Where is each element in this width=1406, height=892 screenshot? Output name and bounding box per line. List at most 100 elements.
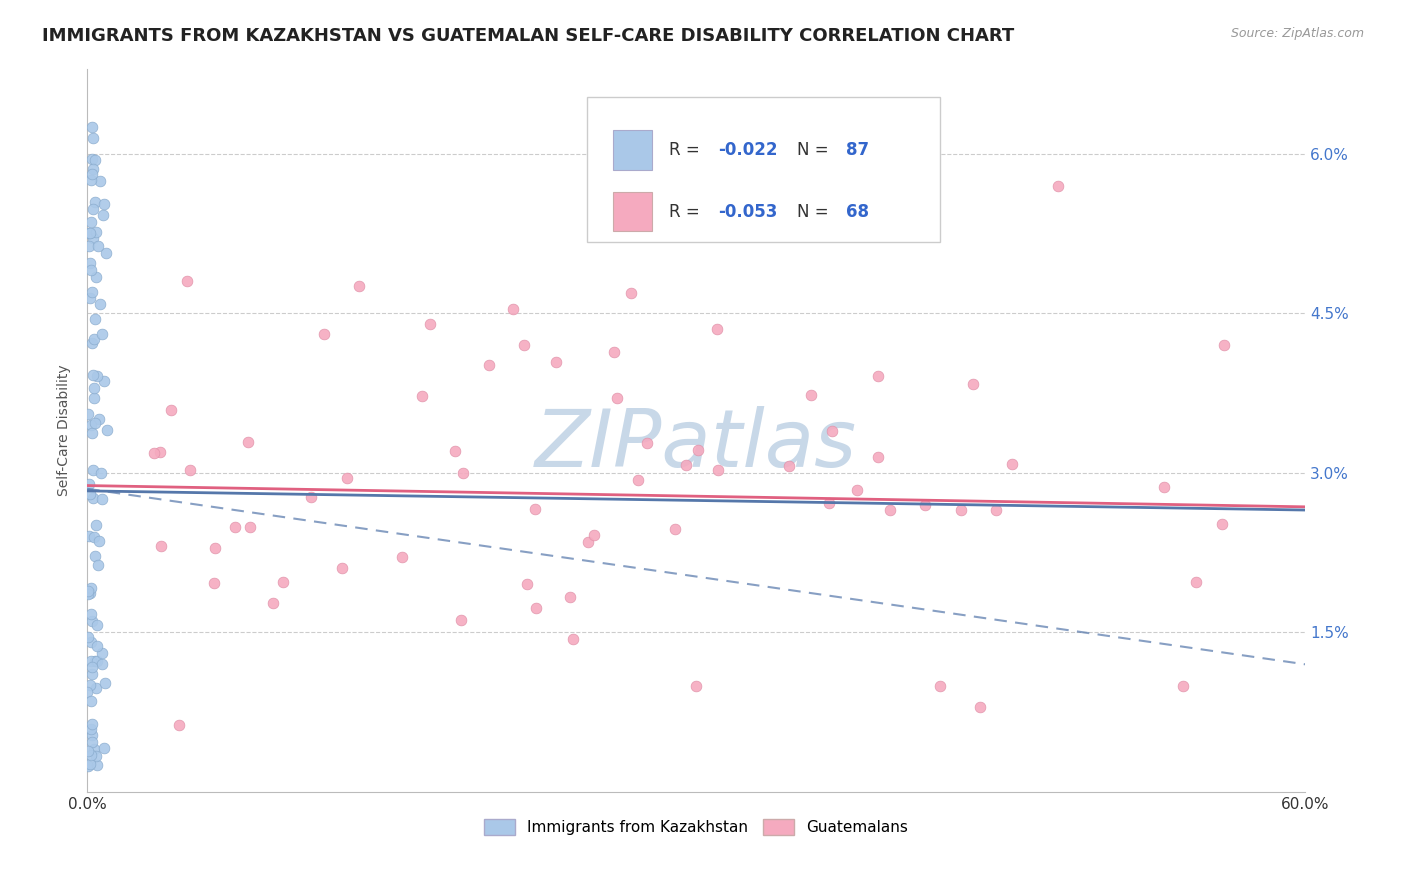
Point <box>224 520 246 534</box>
Point <box>419 317 441 331</box>
Point <box>879 503 901 517</box>
Point <box>91 646 114 660</box>
Text: -0.022: -0.022 <box>718 141 778 159</box>
Point <box>80 417 103 432</box>
Point <box>868 450 890 464</box>
Point <box>821 425 844 439</box>
Point <box>582 527 605 541</box>
Point <box>1173 679 1195 693</box>
Point <box>1001 457 1024 471</box>
Point <box>969 699 991 714</box>
Point <box>1211 517 1233 532</box>
Point <box>91 208 114 222</box>
Point <box>558 591 581 605</box>
Point <box>79 756 101 771</box>
Point <box>82 491 104 505</box>
Point <box>79 585 101 599</box>
Point <box>82 231 104 245</box>
Point <box>82 463 104 477</box>
Point <box>84 518 107 533</box>
Point <box>513 338 536 352</box>
Point <box>962 376 984 391</box>
Point <box>79 256 101 270</box>
Point <box>149 444 172 458</box>
Point <box>80 215 103 229</box>
Point <box>83 332 105 346</box>
Point <box>160 402 183 417</box>
Point <box>86 681 108 695</box>
Point <box>451 466 474 480</box>
Point <box>93 740 115 755</box>
Point <box>82 131 104 145</box>
Point <box>84 270 107 285</box>
Point <box>76 630 98 644</box>
Point <box>77 239 100 253</box>
Point <box>83 153 105 168</box>
Point <box>76 685 98 699</box>
Point <box>89 412 111 426</box>
Point <box>636 436 658 450</box>
Point <box>606 391 628 405</box>
Point <box>94 246 117 260</box>
Point <box>82 162 104 177</box>
Point <box>77 529 100 543</box>
Point <box>576 535 599 549</box>
Point <box>89 174 111 188</box>
Point <box>93 375 115 389</box>
Point <box>688 443 710 458</box>
Point <box>83 530 105 544</box>
Point <box>83 311 105 326</box>
Point <box>524 601 547 615</box>
Bar <box>613 192 652 231</box>
Point <box>80 168 103 182</box>
Point <box>79 227 101 241</box>
Point <box>685 679 707 693</box>
FancyBboxPatch shape <box>586 97 939 242</box>
Point <box>312 327 335 342</box>
Point <box>179 463 201 477</box>
Text: N =: N = <box>797 202 834 220</box>
Text: R =: R = <box>669 202 706 220</box>
Point <box>84 654 107 668</box>
Point <box>84 748 107 763</box>
Point <box>1153 480 1175 494</box>
Point <box>77 583 100 598</box>
Point <box>478 359 501 373</box>
Point <box>79 291 101 305</box>
Point <box>391 549 413 564</box>
Point <box>866 368 889 383</box>
Point <box>83 549 105 563</box>
Point <box>79 226 101 240</box>
Point <box>707 463 730 477</box>
Point <box>523 502 546 516</box>
Point <box>675 458 697 472</box>
Point <box>80 172 103 186</box>
Point <box>80 717 103 731</box>
Point <box>562 632 585 646</box>
Point <box>87 558 110 572</box>
Text: 87: 87 <box>846 141 869 159</box>
Point <box>914 498 936 512</box>
Point <box>817 496 839 510</box>
Point <box>150 540 173 554</box>
Point <box>330 561 353 575</box>
Point <box>80 581 103 595</box>
Point <box>800 388 823 402</box>
Point <box>664 521 686 535</box>
Text: N =: N = <box>797 141 834 159</box>
Point <box>89 297 111 311</box>
Point <box>846 483 869 497</box>
Text: ZIPatlas: ZIPatlas <box>536 406 858 483</box>
Point <box>87 239 110 253</box>
Point <box>347 279 370 293</box>
Point <box>82 202 104 216</box>
Point <box>84 417 107 431</box>
Point <box>91 327 114 342</box>
Point <box>450 613 472 627</box>
Text: -0.053: -0.053 <box>718 202 778 220</box>
Legend: Immigrants from Kazakhstan, Guatemalans: Immigrants from Kazakhstan, Guatemalans <box>484 819 908 835</box>
Point <box>502 301 524 316</box>
Point <box>1047 178 1070 193</box>
Point <box>444 444 467 458</box>
Point <box>80 723 103 737</box>
